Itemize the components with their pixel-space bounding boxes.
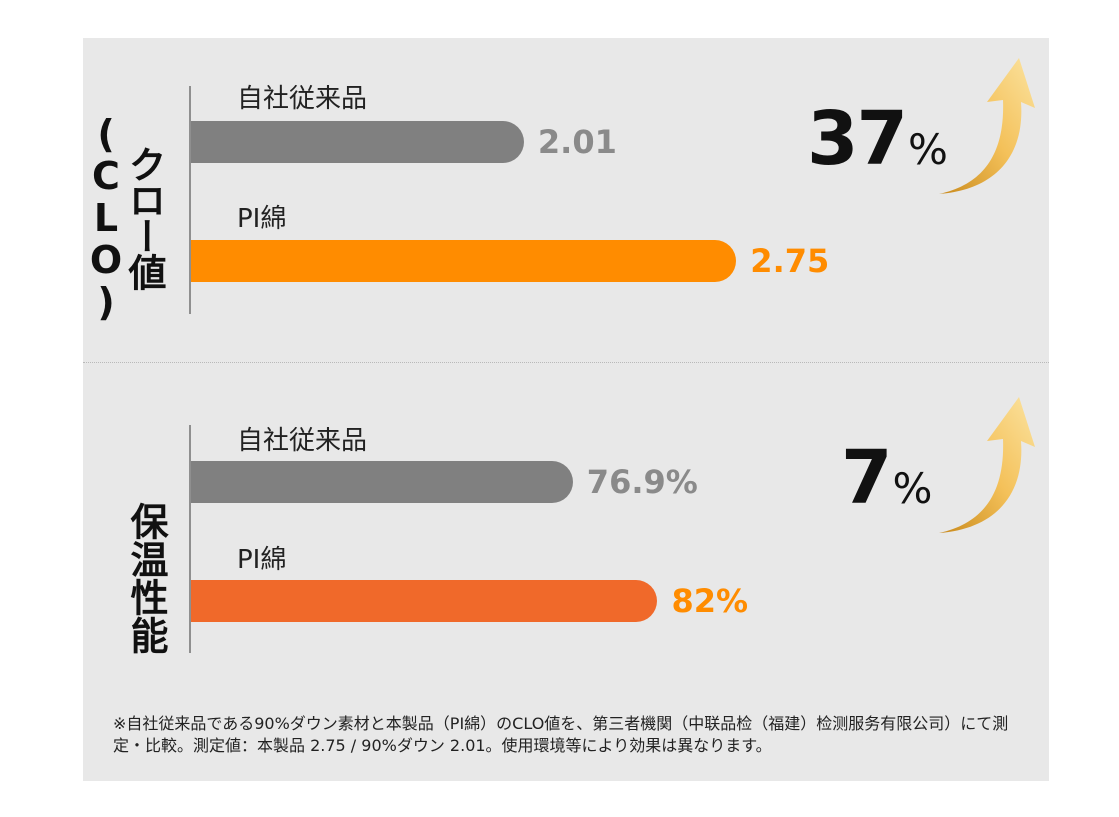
clo-value-label-1: 2.75 [750, 242, 830, 280]
clo-axis-line [189, 86, 191, 314]
clo-category-label-0: 自社従来品 [237, 84, 368, 114]
clo-value-label-0: 2.01 [537, 123, 617, 161]
warmth-category-label-0: 自社従来品 [237, 426, 368, 456]
up-arrow-icon [939, 58, 1035, 194]
warmth-increase-unit: % [892, 464, 933, 513]
warmth-axis-label: 保温性能 [124, 502, 168, 654]
clo-bar-conventional [191, 121, 524, 163]
warmth-axis-line [189, 425, 191, 653]
warmth-value-label-0: 76.9% [586, 463, 698, 501]
warmth-increase-number: 7 [841, 435, 892, 521]
clo-axis-label: クロー値(CLO) [84, 112, 166, 322]
section-divider [83, 362, 1049, 363]
warmth-bar-pi [191, 580, 658, 622]
clo-increase-percent: 37% [807, 96, 948, 182]
clo-increase-number: 37 [807, 96, 908, 182]
footnote: ※自社従来品である90%ダウン素材と本製品（PI綿）のCLO値を、第三者機関（中… [113, 714, 1009, 755]
warmth-section: 保温性能 自社従来品 76.9% PI綿 82% 7% [83, 363, 1049, 693]
warmth-category-label-1: PI綿 [237, 545, 287, 575]
clo-increase-unit: % [907, 125, 948, 174]
warmth-value-label-1: 82% [671, 582, 749, 620]
clo-category-label-1: PI綿 [237, 204, 287, 234]
clo-bar-pi [191, 240, 737, 282]
up-arrow-icon [939, 397, 1035, 533]
warmth-increase-percent: 7% [841, 435, 932, 521]
clo-section: クロー値(CLO) 自社従来品 2.01 PI綿 2.75 37% [83, 38, 1049, 362]
comparison-panel: クロー値(CLO) 自社従来品 2.01 PI綿 2.75 37% 保温性能 自 [83, 38, 1049, 781]
warmth-bar-conventional [191, 461, 573, 503]
